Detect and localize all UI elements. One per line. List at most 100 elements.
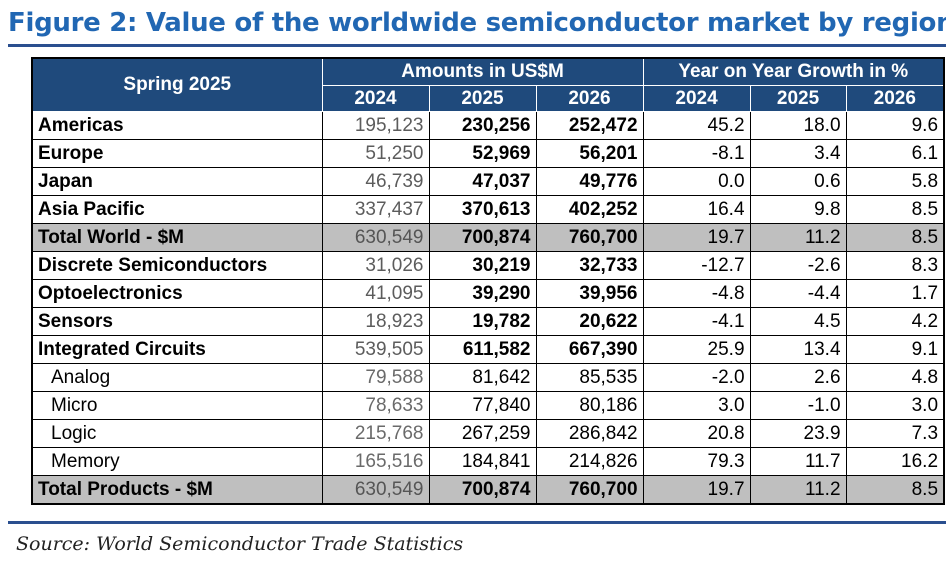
growth-cell: 0.0	[642, 167, 751, 196]
table-body: Americas 195,123 230,256 252,472 45.2 18.0 9.6…	[31, 111, 945, 505]
growth-cell: 11.7	[749, 447, 847, 476]
growth-cell: 3.0	[845, 391, 945, 420]
header-year-growth-2025: 2025	[749, 85, 847, 112]
amount-cell: 51,250	[321, 139, 430, 168]
amount-cell: 402,252	[535, 195, 644, 224]
table-total-row: Total World - $M 630,549 700,874 760,700 19.…	[31, 223, 945, 252]
amount-cell: 47,037	[428, 167, 537, 196]
growth-cell: 11.2	[749, 223, 847, 252]
growth-cell: 4.5	[749, 307, 847, 336]
row-label: Memory	[31, 447, 323, 476]
growth-cell: 25.9	[642, 335, 751, 364]
header-group-growth: Year on Year Growth in %	[642, 57, 945, 86]
growth-cell: -4.1	[642, 307, 751, 336]
row-label: Logic	[31, 419, 323, 448]
growth-cell: 0.6	[749, 167, 847, 196]
growth-cell: -1.0	[749, 391, 847, 420]
growth-cell: -8.1	[642, 139, 751, 168]
amount-cell: 267,259	[428, 419, 537, 448]
amount-cell: 30,219	[428, 251, 537, 280]
growth-cell: 7.3	[845, 419, 945, 448]
amount-cell: 52,969	[428, 139, 537, 168]
title-underline	[8, 44, 946, 47]
growth-cell: 23.9	[749, 419, 847, 448]
table-row: Japan 46,739 47,037 49,776 0.0 0.6 5.8	[31, 167, 945, 196]
row-label: Discrete Semiconductors	[31, 251, 323, 280]
amount-cell: 760,700	[535, 475, 644, 505]
growth-cell: -2.6	[749, 251, 847, 280]
table-row: Optoelectronics 41,095 39,290 39,956 -4.8 -4.…	[31, 279, 945, 308]
growth-cell: 9.8	[749, 195, 847, 224]
growth-cell: 45.2	[642, 111, 751, 140]
amount-cell: 78,633	[321, 391, 430, 420]
header-year-amounts-2025: 2025	[428, 85, 537, 112]
growth-cell: 16.4	[642, 195, 751, 224]
growth-cell: 18.0	[749, 111, 847, 140]
table-row: Europe 51,250 52,969 56,201 -8.1 3.4 6.1	[31, 139, 945, 168]
amount-cell: 195,123	[321, 111, 430, 140]
growth-cell: -12.7	[642, 251, 751, 280]
row-label: Total World - $M	[31, 223, 323, 252]
table-row: Sensors 18,923 19,782 20,622 -4.1 4.5 4.2	[31, 307, 945, 336]
table-row: Discrete Semiconductors 31,026 30,219 32,73…	[31, 251, 945, 280]
growth-cell: 8.5	[845, 223, 945, 252]
growth-cell: -2.0	[642, 363, 751, 392]
growth-cell: 6.1	[845, 139, 945, 168]
amount-cell: 700,874	[428, 223, 537, 252]
growth-cell: 1.7	[845, 279, 945, 308]
amount-cell: 611,582	[428, 335, 537, 364]
amount-cell: 630,549	[321, 475, 430, 505]
amount-cell: 32,733	[535, 251, 644, 280]
amount-cell: 337,437	[321, 195, 430, 224]
amount-cell: 19,782	[428, 307, 537, 336]
amount-cell: 667,390	[535, 335, 644, 364]
table-row: Logic 215,768 267,259 286,842 20.8 23.9 7.3	[31, 419, 945, 448]
growth-cell: 9.1	[845, 335, 945, 364]
header-row-label: Spring 2025	[31, 57, 323, 112]
amount-cell: 230,256	[428, 111, 537, 140]
amount-cell: 41,095	[321, 279, 430, 308]
row-label: Europe	[31, 139, 323, 168]
row-label: Japan	[31, 167, 323, 196]
amount-cell: 215,768	[321, 419, 430, 448]
table-total-row: Total Products - $M 630,549 700,874 760,700…	[31, 475, 945, 505]
amount-cell: 49,776	[535, 167, 644, 196]
amount-cell: 20,622	[535, 307, 644, 336]
amount-cell: 56,201	[535, 139, 644, 168]
header-year-amounts-2024: 2024	[321, 85, 430, 112]
row-label: Integrated Circuits	[31, 335, 323, 364]
amount-cell: 286,842	[535, 419, 644, 448]
amount-cell: 79,588	[321, 363, 430, 392]
growth-cell: 3.0	[642, 391, 751, 420]
growth-cell: 4.8	[845, 363, 945, 392]
row-label: Americas	[31, 111, 323, 140]
table-row: Integrated Circuits 539,505 611,582 667,390…	[31, 335, 945, 364]
growth-cell: 8.5	[845, 195, 945, 224]
figure-title: Figure 2: Value of the worldwide semicon…	[8, 8, 946, 38]
growth-cell: 19.7	[642, 223, 751, 252]
row-label: Micro	[31, 391, 323, 420]
amount-cell: 18,923	[321, 307, 430, 336]
amount-cell: 39,956	[535, 279, 644, 308]
amount-cell: 184,841	[428, 447, 537, 476]
growth-cell: -4.4	[749, 279, 847, 308]
amount-cell: 81,642	[428, 363, 537, 392]
header-group-amounts: Amounts in US$M	[321, 57, 644, 86]
table-row: Americas 195,123 230,256 252,472 45.2 18.0 9.6	[31, 111, 945, 140]
growth-cell: 2.6	[749, 363, 847, 392]
amount-cell: 85,535	[535, 363, 644, 392]
row-label: Analog	[31, 363, 323, 392]
row-label: Sensors	[31, 307, 323, 336]
growth-cell: 8.5	[845, 475, 945, 505]
row-label: Total Products - $M	[31, 475, 323, 505]
growth-cell: 3.4	[749, 139, 847, 168]
growth-cell: 9.6	[845, 111, 945, 140]
growth-cell: 16.2	[845, 447, 945, 476]
header-year-amounts-2026: 2026	[535, 85, 644, 112]
amount-cell: 760,700	[535, 223, 644, 252]
amount-cell: 214,826	[535, 447, 644, 476]
growth-cell: 8.3	[845, 251, 945, 280]
growth-cell: 19.7	[642, 475, 751, 505]
amount-cell: 370,613	[428, 195, 537, 224]
amount-cell: 700,874	[428, 475, 537, 505]
